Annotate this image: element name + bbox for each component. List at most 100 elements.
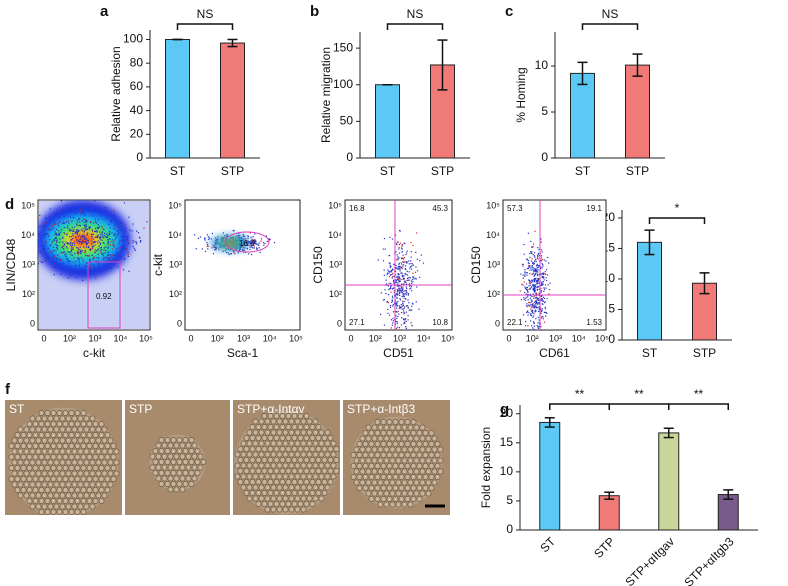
event-dot: [123, 248, 126, 250]
event-dot: [390, 327, 392, 329]
cell: [291, 435, 298, 441]
cell: [294, 418, 301, 425]
event-dot: [412, 276, 414, 278]
event-dot: [416, 270, 419, 272]
x-tick-label: 10⁵: [139, 333, 153, 343]
event-dot: [84, 227, 86, 229]
event-dot: [52, 218, 54, 220]
cell: [59, 459, 66, 466]
cell: [47, 481, 54, 488]
cell: [41, 492, 48, 499]
event-dot: [90, 264, 92, 266]
cell: [53, 448, 60, 455]
cell: [249, 468, 256, 474]
cell: [270, 495, 277, 502]
event-dot: [536, 257, 539, 259]
event-dot: [79, 238, 81, 240]
event-dot: [89, 262, 92, 264]
cell: [246, 451, 253, 458]
event-dot: [525, 287, 528, 289]
event-dot: [538, 299, 540, 302]
gate-label: 57.3: [507, 204, 523, 213]
event-dot: [397, 293, 399, 295]
event-dot: [254, 242, 257, 245]
event-dot: [80, 209, 82, 211]
cell: [279, 446, 286, 452]
cell: [279, 457, 286, 463]
cell: [188, 481, 195, 487]
significance-label: **: [694, 387, 704, 401]
panel-letter: b: [310, 3, 319, 20]
event-dot: [401, 272, 403, 275]
event-dot: [524, 291, 526, 294]
event-dot: [106, 233, 108, 235]
event-dot: [530, 282, 532, 284]
y-axis-label: Fold expansion: [479, 427, 493, 508]
event-dot: [532, 284, 534, 286]
event-dot: [542, 281, 544, 283]
event-dot: [403, 318, 405, 320]
event-dot: [41, 237, 43, 239]
event-dot: [541, 251, 543, 253]
cell: [315, 468, 322, 474]
event-dot: [269, 238, 271, 240]
event-dot: [107, 268, 109, 270]
event-dot: [527, 291, 529, 293]
event-dot: [62, 211, 64, 213]
event-dot: [234, 253, 236, 255]
event-dot: [100, 234, 102, 236]
event-dot: [535, 301, 538, 304]
x-tick-label: 10⁴: [572, 333, 586, 343]
event-dot: [393, 275, 395, 277]
event-dot: [393, 263, 395, 265]
cell: [56, 476, 63, 482]
event-dot: [114, 235, 116, 237]
event-dot: [131, 230, 133, 232]
event-dot: [543, 276, 545, 278]
event-dot: [402, 286, 404, 288]
event-dot: [377, 259, 379, 261]
event-dot: [82, 240, 84, 242]
event-dot: [242, 235, 244, 237]
event-dot: [400, 257, 403, 259]
event-dot: [116, 236, 118, 238]
event-dot: [58, 232, 60, 234]
cell: [386, 452, 393, 458]
event-dot: [406, 262, 408, 264]
y-tick-label: 0: [337, 318, 342, 328]
y-tick-label: 100: [123, 32, 143, 46]
event-dot: [66, 247, 68, 249]
cell: [407, 435, 414, 442]
event-dot: [123, 202, 126, 204]
event-dot: [72, 234, 74, 237]
cell: [65, 448, 72, 455]
cell: [276, 473, 283, 480]
cell: [167, 442, 174, 449]
event-dot: [121, 222, 123, 224]
cell: [80, 432, 87, 438]
cell: [273, 479, 280, 485]
event-dot: [537, 280, 539, 282]
event-dot: [103, 235, 106, 237]
event-dot: [82, 235, 85, 238]
event-dot: [123, 240, 125, 242]
cell: [356, 474, 363, 480]
cell: [288, 495, 295, 502]
event-dot: [77, 235, 79, 237]
cell: [197, 464, 204, 471]
event-dot: [70, 248, 72, 250]
cell: [255, 435, 262, 441]
cell: [92, 454, 99, 460]
cell: [300, 506, 307, 513]
event-dot: [84, 229, 86, 231]
event-dot: [101, 232, 104, 234]
x-tick-label: ST: [380, 164, 396, 178]
cell: [240, 451, 247, 458]
significance-bracket: [549, 403, 610, 410]
cell: [38, 410, 45, 416]
event-dot: [404, 280, 406, 282]
cell: [425, 468, 432, 475]
event-dot: [72, 248, 74, 251]
event-dot: [75, 265, 77, 267]
cell: [371, 446, 378, 453]
